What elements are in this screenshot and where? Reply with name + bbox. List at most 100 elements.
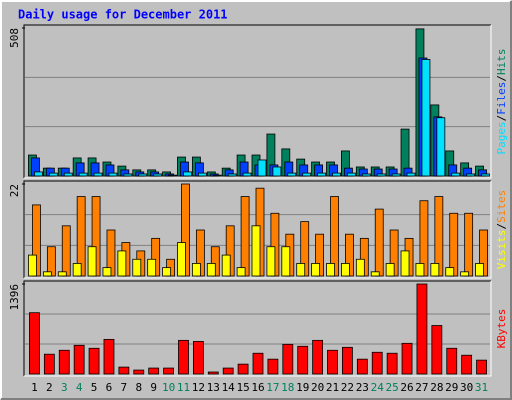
x-tick-label: 29 (445, 381, 458, 394)
bar (461, 354, 473, 375)
panel-border (24, 281, 492, 377)
bar (272, 166, 282, 177)
bar (177, 242, 186, 277)
bar (63, 172, 73, 177)
bar (183, 171, 192, 177)
legend-separator: / (495, 115, 508, 122)
bar (476, 359, 487, 375)
legend: Pages/Files/Hits (495, 49, 508, 155)
x-tick-label: 6 (106, 381, 113, 394)
x-tick-label: 8 (135, 381, 142, 394)
x-tick-label: 28 (430, 381, 443, 394)
legend-entry: Files (495, 82, 508, 115)
bar (78, 172, 88, 177)
legend-separator: / (495, 75, 508, 82)
bar (356, 358, 368, 375)
bar (347, 172, 356, 177)
x-tick-label: 27 (415, 381, 428, 394)
bar (221, 254, 231, 277)
bar (163, 367, 174, 375)
x-tick-label: 11 (177, 381, 190, 394)
bar (251, 225, 261, 277)
x-tick-label: 15 (236, 381, 249, 394)
bar (117, 250, 127, 277)
bar (222, 367, 234, 375)
bar (28, 254, 37, 277)
x-tick-label: 18 (281, 381, 294, 394)
bar (416, 283, 428, 375)
bar (87, 246, 97, 277)
bar (449, 212, 459, 277)
x-tick-label: 1 (31, 381, 38, 394)
bar (481, 173, 490, 177)
bar (207, 371, 219, 375)
bar (287, 172, 297, 177)
x-tick-label: 22 (341, 381, 354, 394)
x-tick-label: 3 (61, 381, 68, 394)
bar (132, 258, 142, 277)
bar (296, 263, 306, 277)
panel-border (23, 180, 491, 278)
x-tick-label: 2 (46, 381, 53, 394)
legend-entry: Hits (495, 49, 508, 76)
bar (57, 271, 67, 277)
x-tick-label: 13 (207, 381, 220, 394)
bar (108, 172, 118, 177)
bar (103, 338, 115, 375)
x-tick-label: 23 (356, 381, 369, 394)
panel-border (23, 280, 491, 376)
panel-border (24, 181, 492, 279)
x-tick-label: 10 (162, 381, 175, 394)
bar (374, 208, 384, 277)
bar (326, 263, 335, 277)
x-tick-label: 31 (475, 381, 488, 394)
bar (342, 346, 353, 375)
bar (445, 267, 455, 277)
bar (312, 339, 324, 375)
bar (332, 172, 341, 177)
bar (355, 258, 365, 277)
bar (29, 312, 40, 375)
panel-border (23, 24, 491, 178)
bar (281, 246, 291, 277)
legend-entry: KBytes (495, 309, 508, 349)
bar (138, 173, 148, 177)
bar (401, 342, 413, 375)
bar (317, 172, 327, 177)
bar (102, 267, 112, 277)
x-tick-label: 30 (460, 381, 473, 394)
x-tick-label: 21 (326, 381, 339, 394)
y-tick-label: 508 (8, 28, 21, 48)
panel-border (24, 25, 492, 179)
x-tick-label: 5 (91, 381, 98, 394)
x-tick-label: 9 (150, 381, 157, 394)
bar (252, 352, 264, 375)
bar (118, 366, 130, 375)
bar (61, 225, 71, 277)
legend-separator: / (495, 223, 508, 230)
bar (370, 271, 380, 277)
bar (73, 344, 85, 375)
bar (58, 349, 70, 375)
bar (192, 340, 204, 375)
bar (436, 117, 446, 177)
bar (212, 174, 222, 177)
bar (302, 172, 312, 177)
bar (178, 339, 189, 375)
bar (237, 363, 249, 375)
bar (446, 347, 458, 375)
x-tick-label: 4 (76, 381, 83, 394)
bar (415, 263, 425, 277)
bar (133, 369, 145, 375)
legend: Visits/Sites (495, 190, 508, 270)
bar (406, 172, 416, 177)
bar (282, 343, 294, 375)
bar (451, 172, 461, 177)
bar (162, 267, 171, 277)
panel (24, 25, 491, 178)
bar (341, 263, 350, 277)
bar (385, 263, 395, 277)
y-tick-label: 1396 (8, 284, 21, 311)
bar (43, 353, 55, 375)
